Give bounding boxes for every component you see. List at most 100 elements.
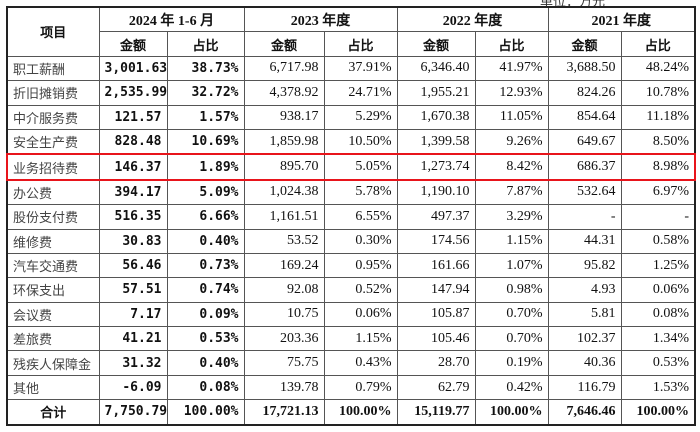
amount-cell: 53.52 — [243, 228, 325, 254]
amount-cell: 1,024.38 — [243, 179, 325, 206]
header-period: 2024 年 1-6 月 — [98, 6, 245, 33]
amount-cell: 1,859.98 — [243, 128, 325, 155]
ratio-cell: 100.00% — [323, 399, 398, 426]
amount-cell: 161.66 — [396, 252, 476, 279]
ratio-cell: 0.06% — [323, 301, 398, 328]
amount-cell: 938.17 — [243, 104, 325, 130]
ratio-cell: 0.52% — [323, 277, 398, 303]
table-row: 折旧摊销费 2,535.99 32.72% 4,378.92 24.71% 1,955.2… — [6, 80, 696, 106]
table-row: 安全生产费 828.48 10.69% 1,859.98 10.50% 1,399.58 9… — [6, 128, 696, 155]
ratio-cell: 0.40% — [166, 228, 245, 254]
amount-cell: 5.81 — [547, 301, 622, 328]
ratio-cell: 0.19% — [474, 350, 549, 376]
ratio-cell: - — [620, 204, 696, 230]
ratio-cell: 0.53% — [620, 350, 696, 376]
ratio-cell: 0.43% — [323, 350, 398, 376]
amount-cell: 7.17 — [98, 301, 168, 328]
table-row: 业务招待费 146.37 1.89% 895.70 5.05% 1,273.74 8.42%… — [6, 153, 697, 181]
ratio-cell: 5.78% — [323, 179, 398, 206]
amount-cell: -6.09 — [98, 374, 168, 401]
expense-table: 项目 2024 年 1-6 月 2023 年度 2022 年度 2021 年度 … — [6, 6, 697, 426]
table-row: 合计 7,750.79 100.00% 17,721.13 100.00% 15,119.… — [6, 399, 696, 426]
table-row: 汽车交通费 56.46 0.73% 169.24 0.95% 161.66 1.07% 95.… — [6, 252, 696, 279]
amount-cell: 75.75 — [243, 350, 325, 376]
ratio-cell: 0.70% — [474, 326, 549, 352]
table-row: 环保支出 57.51 0.74% 92.08 0.52% 147.94 0.98% 4.93 0… — [6, 277, 696, 303]
amount-cell: 92.08 — [243, 277, 325, 303]
table-row: 会议费 7.17 0.09% 10.75 0.06% 105.87 0.70% 5.81 0.0… — [6, 301, 696, 328]
ratio-cell: 0.73% — [166, 252, 245, 279]
amount-cell: 824.26 — [547, 80, 622, 106]
ratio-cell: 6.97% — [620, 179, 696, 206]
amount-cell: 6,346.40 — [396, 55, 476, 82]
amount-cell: 56.46 — [98, 252, 168, 279]
amount-cell: 686.37 — [547, 153, 622, 181]
ratio-cell: 5.09% — [166, 179, 245, 206]
header-ratio: 占比 — [474, 31, 549, 57]
ratio-cell: 41.97% — [474, 55, 549, 82]
row-label: 职工薪酬 — [6, 55, 100, 82]
ratio-cell: 11.18% — [620, 104, 696, 130]
ratio-cell: 0.09% — [166, 301, 245, 328]
header-period: 2021 年度 — [547, 6, 696, 33]
amount-cell: 121.57 — [98, 104, 168, 130]
ratio-cell: 0.40% — [166, 350, 245, 376]
table-row: 维修费 30.83 0.40% 53.52 0.30% 174.56 1.15% 44.31 0… — [6, 228, 696, 254]
ratio-cell: 1.15% — [323, 326, 398, 352]
amount-cell: 1,190.10 — [396, 179, 476, 206]
amount-cell: 17,721.13 — [243, 399, 325, 426]
ratio-cell: 37.91% — [323, 55, 398, 82]
amount-cell: 1,670.38 — [396, 104, 476, 130]
amount-cell: - — [547, 204, 622, 230]
amount-cell: 3,688.50 — [547, 55, 622, 82]
header-period: 2023 年度 — [243, 6, 398, 33]
ratio-cell: 100.00% — [620, 399, 696, 426]
ratio-cell: 0.53% — [166, 326, 245, 352]
amount-cell: 532.64 — [547, 179, 622, 206]
amount-cell: 1,273.74 — [396, 153, 476, 181]
amount-cell: 62.79 — [396, 374, 476, 401]
ratio-cell: 0.74% — [166, 277, 245, 303]
amount-cell: 1,399.58 — [396, 128, 476, 155]
row-label: 维修费 — [6, 228, 100, 254]
ratio-cell: 1.07% — [474, 252, 549, 279]
amount-cell: 1,161.51 — [243, 204, 325, 230]
ratio-cell: 10.69% — [166, 128, 245, 155]
table-row: 残疾人保障金 31.32 0.40% 75.75 0.43% 28.70 0.19% 40.3… — [6, 350, 696, 376]
ratio-cell: 8.98% — [620, 153, 697, 181]
row-label: 折旧摊销费 — [6, 80, 100, 106]
ratio-cell: 0.42% — [474, 374, 549, 401]
ratio-cell: 32.72% — [166, 80, 245, 106]
table-row: 差旅费 41.21 0.53% 203.36 1.15% 105.46 0.70% 102.3… — [6, 326, 696, 352]
header-amount: 金额 — [396, 31, 476, 57]
amount-cell: 44.31 — [547, 228, 622, 254]
amount-cell: 394.17 — [98, 179, 168, 206]
ratio-cell: 0.08% — [166, 374, 245, 401]
ratio-cell: 0.79% — [323, 374, 398, 401]
ratio-cell: 9.26% — [474, 128, 549, 155]
ratio-cell: 0.95% — [323, 252, 398, 279]
row-label: 环保支出 — [6, 277, 100, 303]
amount-cell: 6,717.98 — [243, 55, 325, 82]
ratio-cell: 10.78% — [620, 80, 696, 106]
ratio-cell: 24.71% — [323, 80, 398, 106]
amount-cell: 174.56 — [396, 228, 476, 254]
amount-cell: 41.21 — [98, 326, 168, 352]
ratio-cell: 1.25% — [620, 252, 696, 279]
row-label: 残疾人保障金 — [6, 350, 100, 376]
amount-cell: 147.94 — [396, 277, 476, 303]
ratio-cell: 0.70% — [474, 301, 549, 328]
table-row: 股份支付费 516.35 6.66% 1,161.51 6.55% 497.37 3.29%… — [6, 204, 696, 230]
ratio-cell: 48.24% — [620, 55, 696, 82]
amount-cell: 516.35 — [98, 204, 168, 230]
amount-cell: 203.36 — [243, 326, 325, 352]
table-row: 其他 -6.09 0.08% 139.78 0.79% 62.79 0.42% 116.79 1… — [6, 374, 696, 401]
ratio-cell: 11.05% — [474, 104, 549, 130]
header-item: 项目 — [6, 6, 100, 57]
row-label: 安全生产费 — [6, 128, 100, 155]
header-period: 2022 年度 — [396, 6, 549, 33]
ratio-cell: 1.15% — [474, 228, 549, 254]
amount-cell: 2,535.99 — [98, 80, 168, 106]
table-row: 职工薪酬 3,001.63 38.73% 6,717.98 37.91% 6,346.40… — [6, 55, 696, 82]
amount-cell: 3,001.63 — [98, 55, 168, 82]
